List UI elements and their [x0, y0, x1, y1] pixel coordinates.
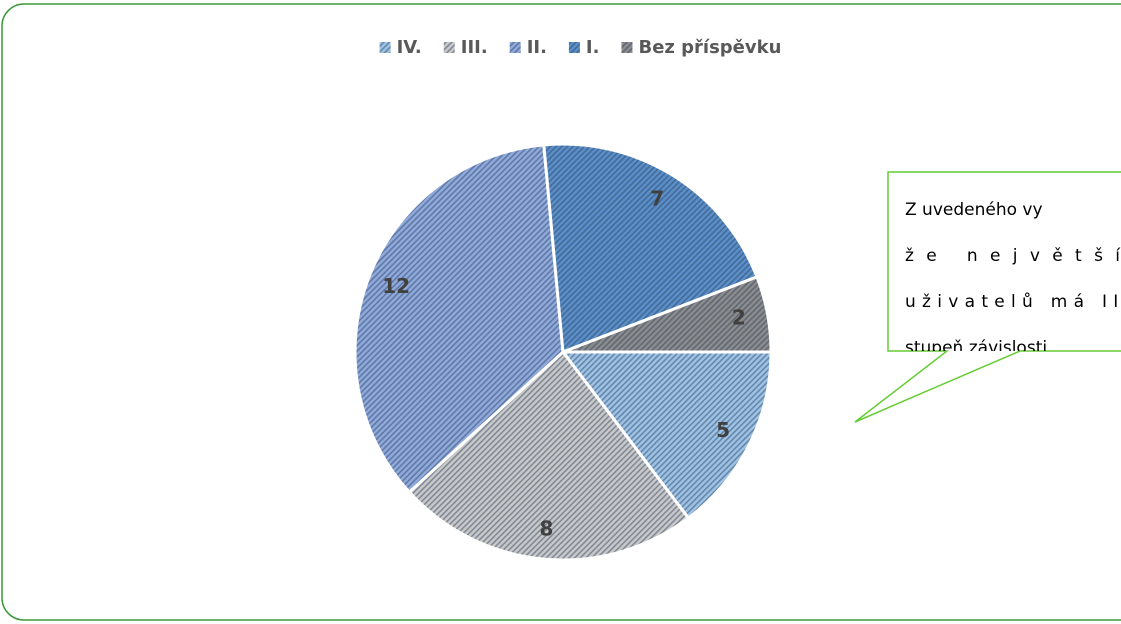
legend-item: III. — [443, 37, 488, 58]
legend-label: I. — [586, 37, 600, 58]
legend-item: Bez příspěvku — [621, 37, 781, 58]
pie-slice — [542, 142, 759, 355]
pie-slice — [353, 143, 565, 495]
legend-item: I. — [568, 37, 600, 58]
pie-slice — [407, 349, 691, 562]
legend-swatch — [509, 42, 521, 53]
legend-item: II. — [509, 37, 547, 58]
legend-label: Bez příspěvku — [638, 37, 781, 58]
data-label: 5 — [716, 418, 730, 442]
legend-swatch — [379, 42, 391, 53]
legend-label: IV. — [397, 37, 422, 58]
data-label: 12 — [382, 274, 410, 298]
data-label: 2 — [732, 306, 746, 330]
data-label: 7 — [650, 186, 664, 210]
legend-swatch — [443, 42, 455, 53]
legend-swatch — [568, 42, 580, 53]
legend-label: III. — [461, 37, 488, 58]
annotation-line: stupeň závislosti — [905, 338, 1047, 358]
callout-box — [854, 171, 1121, 423]
legend: IV. III. II. I. Bez příspěvku — [379, 37, 781, 58]
pie-slice — [562, 274, 773, 354]
legend-swatch — [621, 42, 633, 53]
pie-slice — [559, 350, 773, 521]
annotation-line: Z uvedeného vy — [905, 200, 1043, 220]
legend-item: IV. — [379, 37, 422, 58]
data-label: 8 — [540, 517, 554, 541]
legend-label: II. — [527, 37, 547, 58]
